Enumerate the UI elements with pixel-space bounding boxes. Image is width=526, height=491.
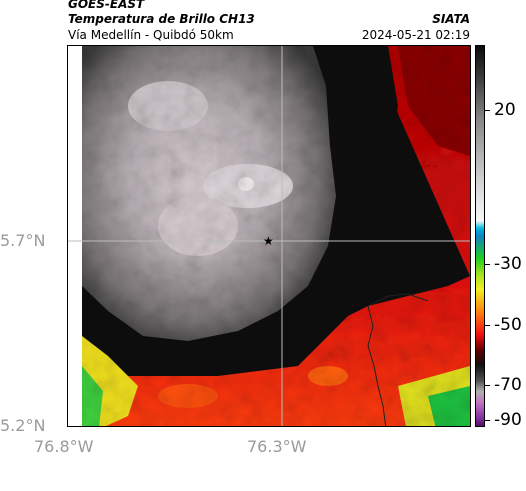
lon-label-76-8: 76.8°W (34, 437, 94, 456)
colorbar-tick (485, 385, 490, 386)
colorbar-tick (485, 110, 490, 111)
colorbar-label-neg90: -90 (494, 410, 522, 430)
datetime-label: 2024-05-21 02:19 (361, 28, 470, 42)
border-line (367, 305, 387, 426)
org-label: SIATA (432, 12, 470, 26)
colorbar-tick (485, 264, 490, 265)
region-subtitle: Vía Medellín - Quibdó 50km (68, 28, 234, 42)
lon-label-76-3: 76.3°W (247, 437, 307, 456)
star-icon: ★ (263, 234, 274, 248)
colorbar-tick (485, 420, 490, 421)
colorbar-tick (485, 325, 490, 326)
lat-label-5-2: 5.2°N (0, 416, 46, 435)
map-panel: ★ (67, 45, 471, 427)
lat-label-5-7: 5.7°N (0, 231, 46, 250)
colorbar-label-neg70: -70 (494, 375, 522, 395)
source-title: GOES-EAST (68, 0, 145, 11)
satellite-field (82, 46, 470, 426)
temperature-colorbar (475, 45, 485, 427)
colorbar-label-20: 20 (494, 100, 516, 120)
colorbar-label-neg30: -30 (494, 254, 522, 274)
brightness-temperature-field: ★ (68, 46, 470, 426)
colorbar-label-neg50: -50 (494, 315, 522, 335)
product-title: Temperatura de Brillo CH13 (68, 12, 255, 26)
